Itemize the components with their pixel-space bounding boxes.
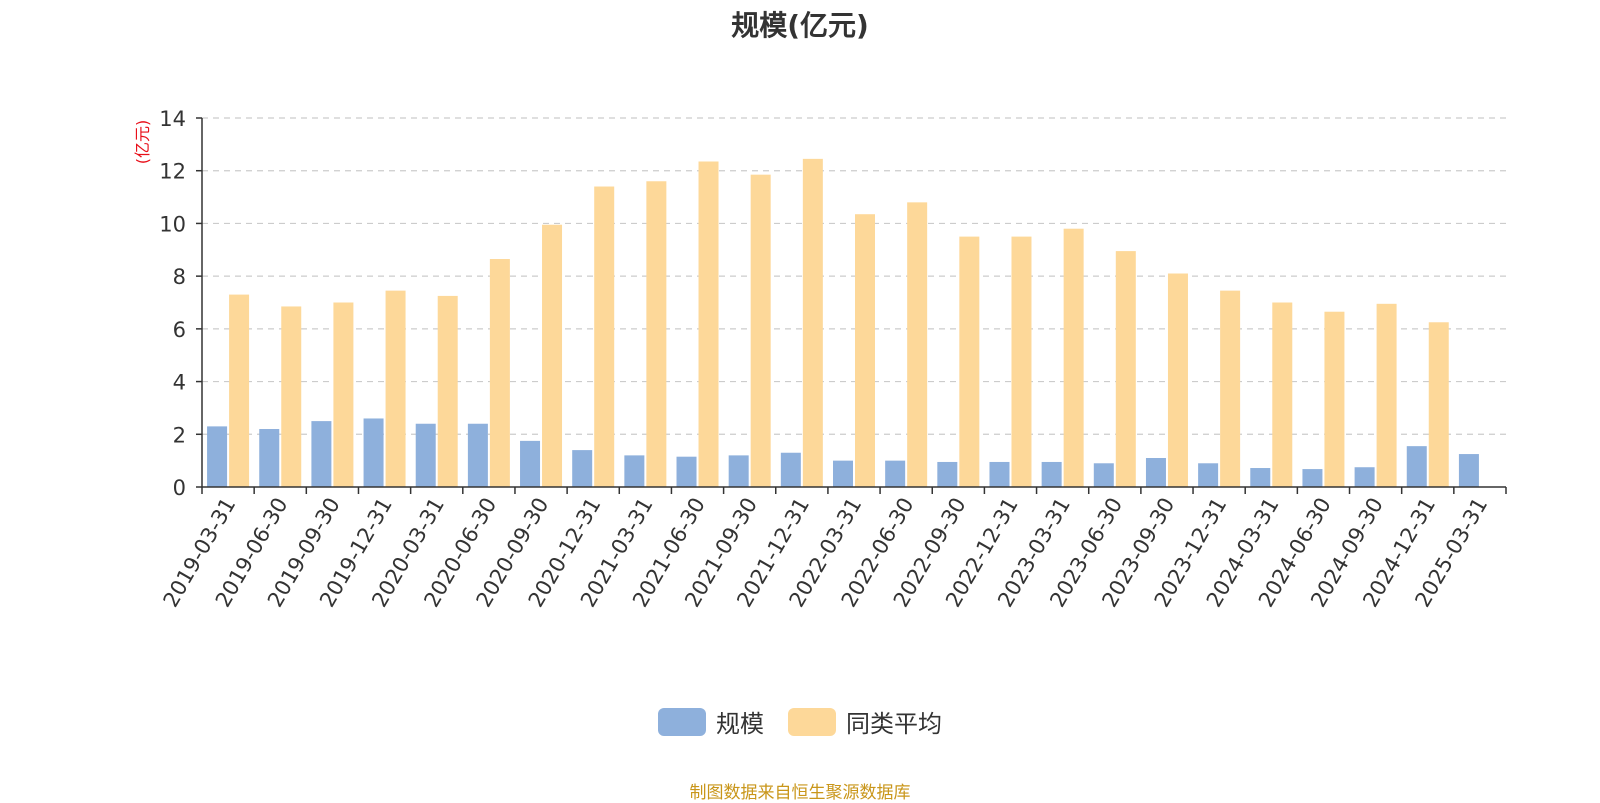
bar-average [855, 214, 875, 488]
bar-average [802, 158, 823, 487]
y-tick-label: 6 [173, 318, 186, 342]
bar-average [1428, 322, 1449, 487]
bar-average [1376, 303, 1397, 487]
y-axis-label: (亿元) [133, 120, 152, 165]
bar-scale [415, 423, 436, 487]
bar-scale [885, 460, 906, 487]
legend-item-average[interactable]: 同类平均 [788, 704, 942, 739]
y-tick-label: 0 [173, 476, 186, 500]
bar-average [437, 295, 458, 487]
bar-scale [833, 460, 853, 487]
bar-average [1167, 273, 1188, 487]
y-tick-label: 10 [159, 212, 186, 236]
bar-average [489, 259, 510, 487]
bar-scale [1302, 469, 1323, 487]
bar-scale [311, 421, 332, 487]
bar-average [542, 224, 563, 487]
bar-average [385, 290, 406, 487]
y-tick-label: 12 [159, 160, 186, 184]
bar-scale [572, 450, 593, 487]
bar-average [1011, 236, 1032, 487]
bar-scale [937, 461, 958, 487]
bar-average [959, 236, 980, 487]
y-tick-label: 4 [173, 371, 186, 395]
legend-swatch-average [788, 707, 836, 736]
axes [196, 117, 1507, 494]
bar-scale [1354, 467, 1375, 487]
y-tick-label: 8 [173, 265, 186, 289]
bar-average [333, 302, 354, 487]
bar-scale [363, 418, 384, 487]
legend-label-average: 同类平均 [846, 710, 942, 738]
legend-item-scale[interactable]: 规模 [658, 704, 764, 739]
bar-average [1220, 290, 1241, 487]
bar-scale [259, 429, 280, 487]
legend-swatch-scale [658, 707, 706, 736]
bar-scale [1145, 458, 1166, 487]
legend: 规模 同类平均 [0, 704, 1600, 739]
bar-scale [520, 440, 541, 487]
bar-average [229, 294, 250, 487]
bar-scale [1093, 463, 1114, 487]
bar-scale [1198, 463, 1219, 487]
source-note: 制图数据来自恒生聚源数据库 [689, 783, 911, 803]
grid-lines [202, 117, 1506, 435]
bar-average [1272, 302, 1293, 487]
bar-average [698, 161, 719, 487]
bar-scale [467, 423, 488, 487]
y-tick-label: 14 [159, 107, 186, 131]
bar-average [1063, 228, 1084, 487]
bar-scale [989, 461, 1010, 487]
bars [207, 158, 1479, 488]
bar-average [750, 174, 771, 488]
bar-average [594, 186, 615, 487]
bar-scale [1458, 454, 1479, 487]
bar-scale [728, 455, 749, 487]
bar-average [1324, 311, 1345, 487]
chart-title: 规模(亿元) [731, 9, 869, 42]
bar-scale [780, 452, 801, 487]
bar-scale [1041, 461, 1062, 487]
bar-average [1115, 251, 1136, 487]
bar-average [281, 306, 302, 487]
bar-scale [1406, 446, 1427, 487]
bar-scale [624, 455, 645, 487]
legend-label-scale: 规模 [716, 710, 764, 738]
y-tick-label: 2 [173, 423, 186, 447]
bar-scale [207, 426, 228, 487]
bar-scale [1250, 468, 1271, 487]
bar-average [646, 181, 667, 487]
bar-scale [676, 456, 697, 487]
bar-average [907, 202, 928, 488]
